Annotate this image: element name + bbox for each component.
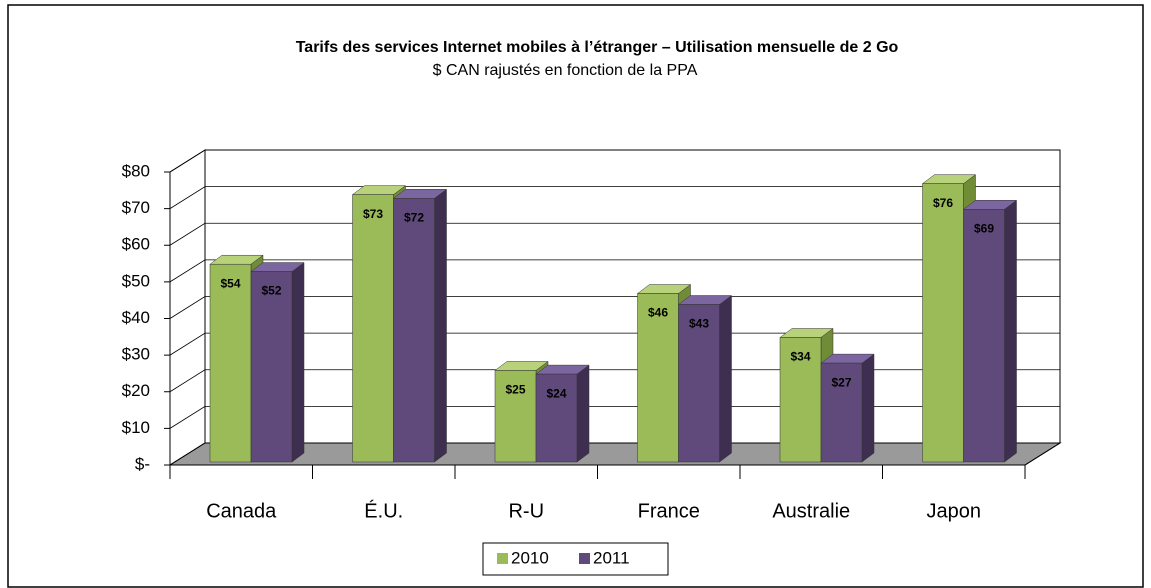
chart-title: Tarifs des services Internet mobiles à l… [296, 39, 899, 56]
data-label: $25 [505, 383, 525, 397]
legend-box [482, 542, 669, 576]
data-label: $24 [546, 386, 566, 400]
bar [677, 295, 733, 463]
bar-side [719, 295, 732, 463]
grid-line [169, 222, 1060, 246]
data-label: $72 [404, 210, 424, 224]
chart-subtitle: $ CAN rajustés en fonction de la PPA [433, 62, 698, 79]
bar [250, 262, 305, 463]
y-tick-label: $70 [122, 198, 150, 217]
y-tick-label: $20 [122, 381, 150, 400]
x-tick-label: Australie [772, 500, 850, 522]
bar-side [291, 262, 305, 463]
grid-line [169, 405, 1060, 429]
x-axis-end [1024, 442, 1061, 466]
bar-front [393, 198, 435, 463]
data-label: $54 [220, 276, 240, 290]
legend-label: 2011 [593, 548, 630, 567]
data-label: $43 [689, 317, 709, 331]
bar [820, 353, 875, 463]
x-tick-label: Japon [927, 500, 982, 522]
y-tick-label: $10 [122, 418, 150, 437]
legend-label: 2010 [511, 548, 549, 567]
data-label: $34 [790, 350, 810, 364]
x-tick-label: Canada [206, 500, 277, 522]
bar-side [434, 188, 447, 463]
y-tick-label: $30 [122, 345, 150, 364]
data-label: $73 [363, 207, 383, 221]
y-tick-label: $80 [122, 161, 150, 180]
data-label: $52 [261, 284, 281, 298]
y-tick-label: $- [135, 454, 150, 473]
x-tick-label: É.U. [364, 499, 403, 522]
bar [392, 188, 448, 463]
bar-front [494, 370, 537, 463]
bar-front [678, 304, 720, 463]
bar-front [209, 263, 252, 463]
bar-front [922, 183, 964, 463]
legend-swatch [579, 553, 590, 564]
legend-swatch [497, 553, 508, 564]
bar-front [637, 293, 679, 463]
x-tick-label: France [638, 500, 700, 522]
bar [962, 199, 1018, 463]
bar-front [963, 209, 1005, 463]
data-label: $69 [974, 221, 994, 235]
bar-front [250, 271, 293, 463]
grid-line [169, 259, 1060, 283]
y-tick-label: $60 [122, 235, 150, 254]
y-tick-label: $50 [122, 271, 150, 290]
grid-line [169, 332, 1060, 356]
bar-side [576, 364, 590, 463]
bar-front [352, 194, 394, 463]
grid-line [169, 369, 1060, 393]
bar [535, 364, 590, 463]
data-label: $46 [648, 306, 668, 320]
bar-side [1004, 199, 1017, 463]
grid-line [169, 442, 1060, 466]
grid-line [169, 186, 1060, 209]
data-label: $76 [933, 196, 953, 210]
bar-front [779, 337, 822, 463]
grid-line [169, 296, 1060, 319]
bar-side [861, 353, 875, 463]
y-tick-label: $40 [122, 308, 150, 327]
grid-line [169, 149, 1060, 173]
data-label: $27 [831, 375, 851, 389]
bar-front [535, 373, 578, 463]
x-tick-label: R-U [508, 500, 544, 522]
bar-front [820, 362, 863, 463]
